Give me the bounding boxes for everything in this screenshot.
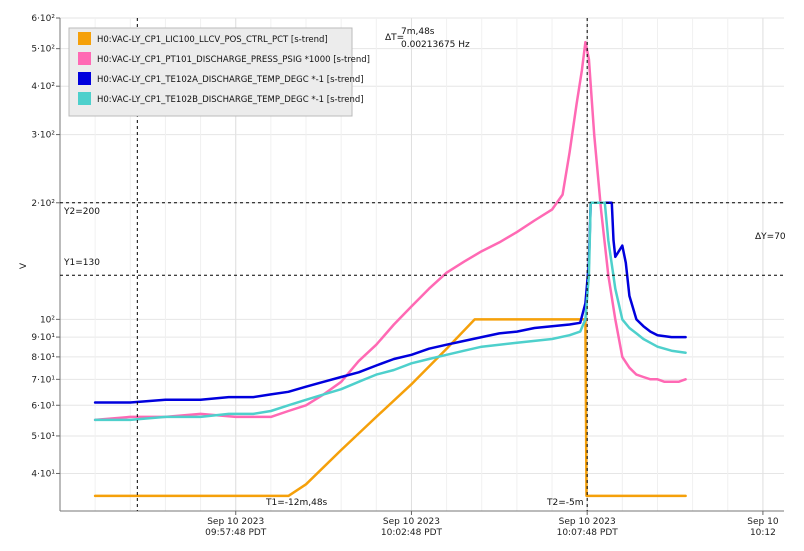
cursor-y2-label: Y2=200 <box>63 207 100 217</box>
x-tick-date: Sep 10 <box>747 517 779 527</box>
x-tick-time: 10:02:48 PDT <box>381 528 443 538</box>
y-tick-label: 8·10¹ <box>31 353 55 363</box>
axes: V <box>19 18 784 512</box>
legend-box <box>68 27 353 117</box>
delta-t-value: 7m,48s <box>401 27 435 37</box>
y-tick-label: 3·10² <box>31 131 55 141</box>
y-tick-label: 7·10¹ <box>31 375 55 385</box>
y-tick-label: 4·10² <box>31 82 55 92</box>
series <box>93 40 687 498</box>
legend-swatch <box>78 92 91 105</box>
legend-label: H0:VAC-LY_CP1_TE102A_DISCHARGE_TEMP_DEGC… <box>97 75 364 85</box>
legend[interactable]: H0:VAC-LY_CP1_LIC100_LLCV_POS_CTRL_PCT [… <box>68 27 370 117</box>
y-tick-label: 9·10¹ <box>31 333 55 343</box>
x-tick-time: 09:57:48 PDT <box>205 528 267 538</box>
x-tick-time: 10:12 <box>750 528 776 538</box>
series-line-1 <box>93 318 687 498</box>
legend-item-1[interactable]: H0:VAC-LY_CP1_LIC100_LLCV_POS_CTRL_PCT [… <box>78 32 328 45</box>
x-tick-date: Sep 10 2023 <box>207 517 264 527</box>
cursor-y1-label: Y1=130 <box>63 258 100 268</box>
legend-label: H0:VAC-LY_CP1_TE102B_DISCHARGE_TEMP_DEGC… <box>97 95 364 105</box>
legend-item-3[interactable]: H0:VAC-LY_CP1_TE102A_DISCHARGE_TEMP_DEGC… <box>78 72 364 85</box>
cursor-t1-label: T1=-12m,48s <box>265 498 328 508</box>
series-line-2 <box>93 40 687 422</box>
y-tick-label: 4·10¹ <box>31 469 55 479</box>
x-tick-date: Sep 10 2023 <box>383 517 440 527</box>
legend-item-4[interactable]: H0:VAC-LY_CP1_TE102B_DISCHARGE_TEMP_DEGC… <box>78 92 364 105</box>
series-line-3 <box>93 201 687 404</box>
legend-swatch <box>78 72 91 85</box>
delta-t-frequency: 0.00213675 Hz <box>401 40 470 50</box>
y-tick-label: 2·10² <box>31 199 55 209</box>
y-tick-label: 5·10² <box>31 45 55 55</box>
x-tick-time: 10:07:48 PDT <box>557 528 619 538</box>
cursor-t2-label: T2=-5m <box>546 498 584 508</box>
y-ticks: 6·10² 5·10² 4·10² 3·10² 2·10² 10² 9·10¹ 8·10¹ 7·… <box>31 14 60 479</box>
legend-swatch <box>78 32 91 45</box>
x-tick-date: Sep 10 2023 <box>559 517 616 527</box>
series-line-4 <box>93 201 687 422</box>
legend-swatch <box>78 52 91 65</box>
delta-y-label: ΔY=70 <box>755 232 786 242</box>
y-tick-label: 6·10¹ <box>31 401 55 411</box>
y-tick-label: 10² <box>40 315 55 325</box>
legend-label: H0:VAC-LY_CP1_LIC100_LLCV_POS_CTRL_PCT [… <box>97 35 328 45</box>
delta-t-label: ΔT= <box>385 33 404 43</box>
y-axis-label: V <box>19 262 29 269</box>
legend-item-2[interactable]: H0:VAC-LY_CP1_PT101_DISCHARGE_PRESS_PSIG… <box>78 52 370 65</box>
legend-label: H0:VAC-LY_CP1_PT101_DISCHARGE_PRESS_PSIG… <box>97 55 370 65</box>
cursors[interactable]: T1=-12m,48s T2=-5m Y2=200 Y1=130 ΔT= 7m,… <box>60 18 786 511</box>
y-tick-label: 6·10² <box>31 14 55 24</box>
y-tick-label: 5·10¹ <box>31 432 55 442</box>
